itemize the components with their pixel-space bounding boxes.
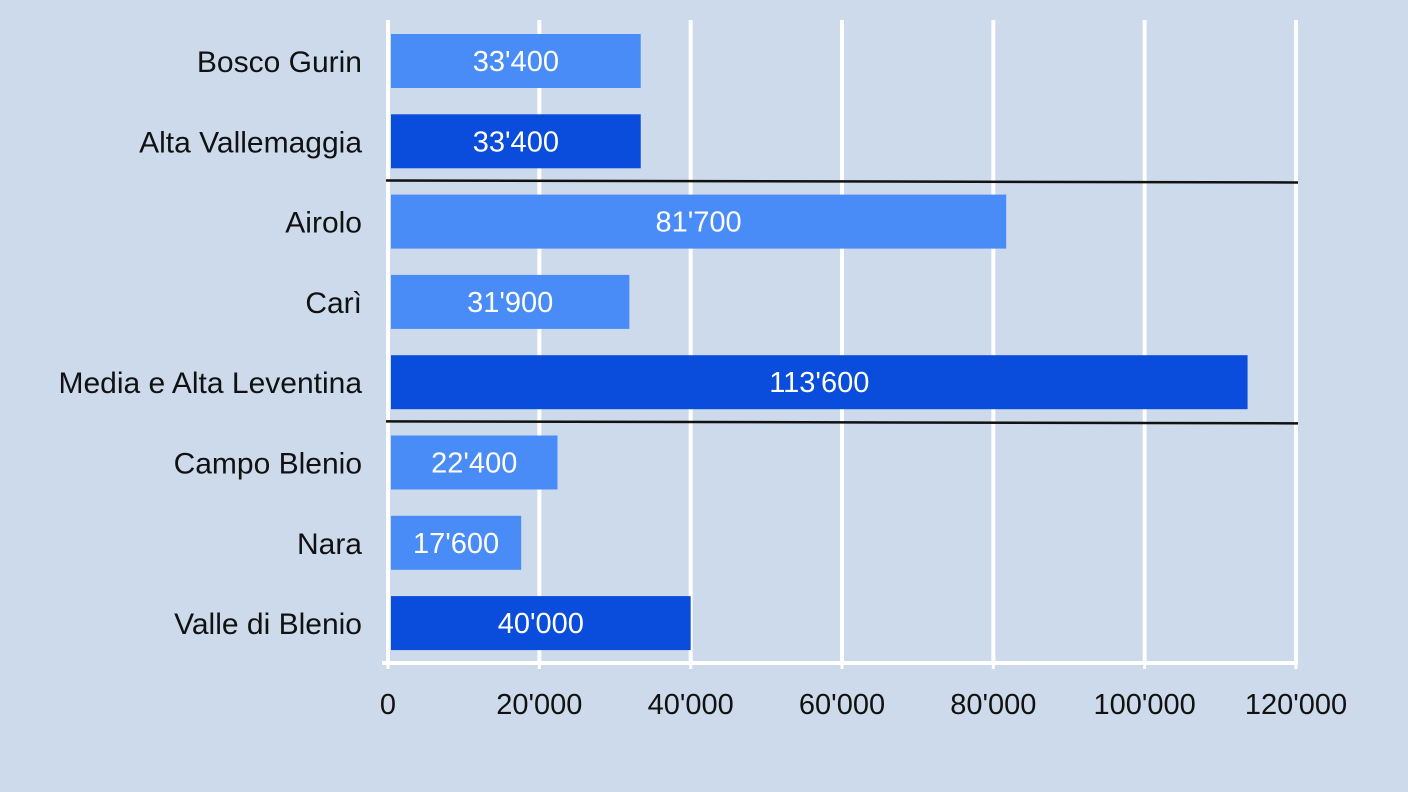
category-label-1: Alta Vallemaggia	[139, 126, 362, 159]
bars: 33'400 33'400 81'700 31'900 113'600 22'400 17'…	[391, 34, 1248, 651]
bar-7	[391, 596, 691, 651]
x-tick-label-5: 100'000	[1094, 689, 1196, 721]
category-label-6: Nara	[297, 528, 362, 561]
bar-value-label-1: 33'400	[473, 126, 559, 158]
category-labels: Bosco Gurin Alta Vallemaggia Airolo Carì Med…	[58, 46, 362, 641]
category-label-0: Bosco Gurin	[197, 46, 362, 79]
group-separator-0	[385, 179, 1299, 184]
bar-value-label-3: 31'900	[467, 287, 553, 319]
bar-1	[391, 114, 641, 169]
bar-0	[391, 34, 641, 88]
bar-4	[391, 355, 1248, 410]
bar-value-label-4: 113'600	[769, 367, 869, 399]
category-label-4: Media e Alta Leventina	[58, 367, 362, 400]
bar-value-label-7: 40'000	[498, 608, 584, 640]
bar-value-label-2: 81'700	[656, 207, 742, 239]
bar-5	[391, 435, 558, 490]
category-label-2: Airolo	[285, 207, 362, 240]
x-tick-label-4: 80'000	[950, 689, 1036, 721]
bar-value-label-0: 33'400	[473, 46, 559, 78]
x-tick-label-6: 120'000	[1245, 689, 1347, 721]
x-tick-label-0: 0	[380, 689, 396, 721]
bar-3	[391, 274, 630, 329]
bar-value-label-6: 17'600	[413, 528, 499, 560]
bar-2	[391, 194, 1007, 249]
category-label-5: Campo Blenio	[174, 448, 362, 481]
group-separator-1	[385, 420, 1299, 425]
category-label-7: Valle di Blenio	[174, 608, 362, 641]
x-tick-label-1: 20'000	[496, 689, 582, 721]
bar-value-label-5: 22'400	[431, 448, 517, 480]
x-axis-ticks: 0 20'000 40'000 60'000 80'000 100'000 120'000	[380, 689, 1347, 721]
group-separators	[385, 179, 1299, 425]
bar-6	[391, 515, 522, 570]
x-tick-label-3: 60'000	[799, 689, 885, 721]
category-label-3: Carì	[305, 287, 362, 320]
x-tick-label-2: 40'000	[648, 689, 734, 721]
